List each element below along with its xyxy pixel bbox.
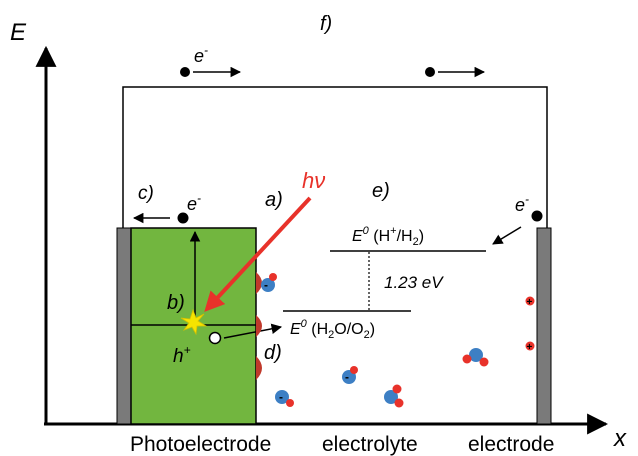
step-e-label: e) (372, 180, 390, 202)
water-molecule-1 (462, 348, 489, 367)
svg-text:+: + (527, 297, 533, 308)
step-b-label: b) (167, 292, 185, 314)
svg-text:+: + (527, 342, 533, 353)
step-d-label: d) (264, 342, 282, 364)
surface-site-1 (256, 272, 262, 294)
hole-transfer-arrow (223, 323, 283, 339)
electron-counter-label: e- (515, 192, 529, 215)
electrolyte-label: electrolyte (322, 433, 418, 456)
electron-counter-electrode (531, 210, 543, 222)
external-circuit-wire (122, 86, 548, 229)
surface-site-2 (256, 315, 262, 337)
electron-wire-right (425, 67, 435, 77)
electron-photoelectrode (177, 212, 189, 224)
absorption-spark-icon (180, 308, 208, 336)
counter-electrode (536, 227, 552, 425)
electron-photoelectrode-label: e- (187, 191, 201, 214)
hydroxide-ion-2: - (342, 366, 358, 384)
position-axis-label: x (613, 425, 627, 452)
photoelectrode-label: Photoelectrode (130, 433, 271, 456)
hole (208, 331, 222, 345)
back-contact (116, 227, 132, 425)
step-a-label: a) (265, 189, 283, 211)
hole-label: h+ (173, 343, 191, 367)
electrode-label: electrode (468, 433, 554, 456)
electron-wire-left (180, 67, 190, 77)
o2-level-label: E0 (H2O/O2) (290, 318, 375, 341)
energy-axis-label: E (10, 19, 27, 46)
step-c-label: c) (138, 183, 154, 204)
step-f-label: f) (320, 13, 332, 35)
photon-label: hν (302, 168, 325, 193)
proton-1: + (525, 296, 535, 308)
photon-arrow (204, 196, 312, 312)
svg-text:-: - (345, 370, 349, 384)
water-molecule-2 (384, 384, 404, 408)
svg-text:-: - (279, 390, 283, 404)
h2-level-label: E0 (H+/H2) (352, 225, 424, 248)
electron-reduction-arrow (492, 226, 522, 245)
hydroxide-ion-3: - (275, 390, 294, 407)
proton-2: + (525, 341, 535, 353)
electron-wire-left-label: e- (194, 43, 208, 66)
gap-label: 1.23 eV (384, 273, 444, 292)
hydroxide-ion-1: - (261, 273, 277, 292)
svg-text:-: - (264, 278, 268, 292)
surface-site-3 (256, 356, 262, 380)
